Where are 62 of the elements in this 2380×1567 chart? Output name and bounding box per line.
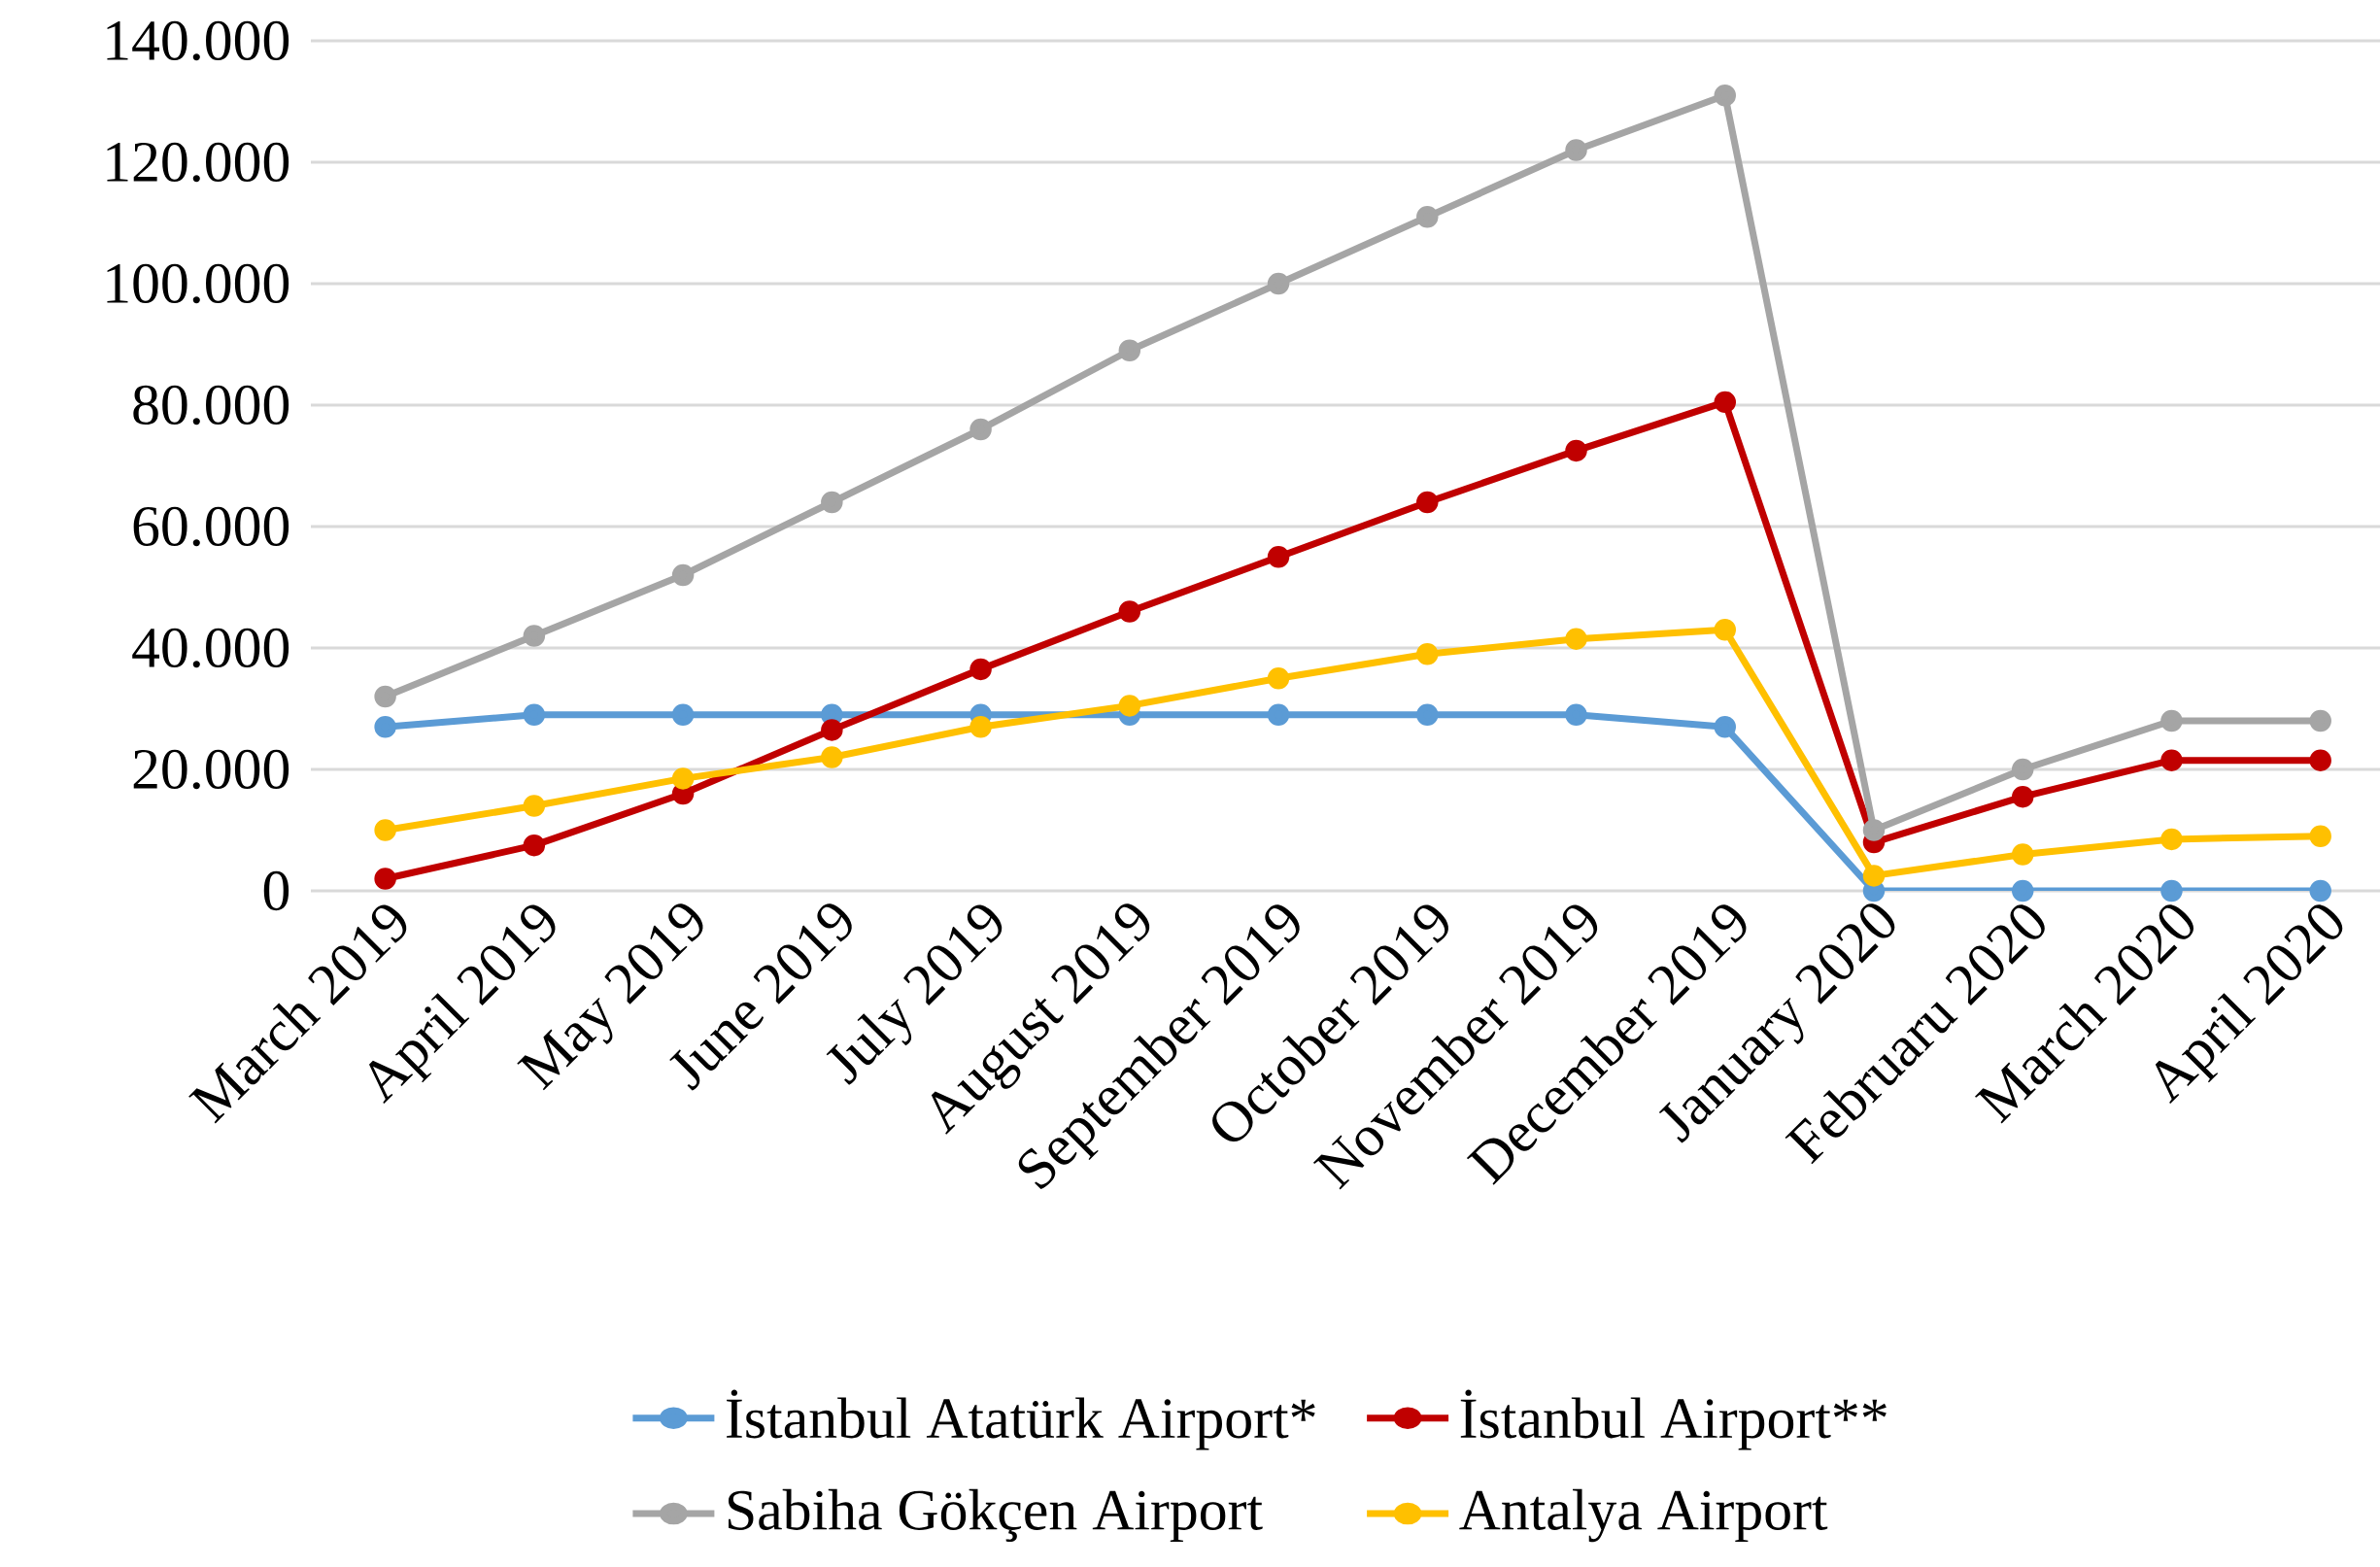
point [1862, 819, 1886, 841]
point [1267, 546, 1290, 568]
point [2309, 825, 2331, 848]
point [374, 819, 396, 841]
point [374, 716, 396, 738]
point [523, 834, 546, 857]
point [1416, 643, 1439, 665]
point [969, 716, 992, 738]
y-tick-label: 0 [263, 870, 289, 911]
point [2309, 749, 2331, 771]
point [523, 703, 546, 727]
y-tick-label: 100.000 [107, 263, 289, 304]
point [2011, 879, 2034, 903]
point [1267, 703, 1290, 727]
point [1565, 439, 1587, 462]
y-tick-label: 120.000 [107, 142, 289, 183]
point [969, 658, 992, 681]
y-tick-label: 140.000 [107, 20, 289, 61]
y-tick-label: 60.000 [133, 506, 289, 547]
point [523, 795, 546, 817]
point [374, 868, 396, 890]
point [1714, 391, 1737, 414]
point [2011, 785, 2034, 808]
point [1118, 600, 1141, 623]
point [2309, 709, 2331, 732]
point [821, 491, 843, 514]
point [1565, 628, 1587, 650]
y-tick-label: 80.000 [133, 385, 289, 426]
point [2160, 879, 2183, 903]
point [2011, 758, 2034, 781]
point [1416, 206, 1439, 228]
point [2309, 879, 2331, 903]
point [1118, 339, 1141, 362]
point [1565, 139, 1587, 161]
point [1267, 667, 1290, 690]
legend-label: İstanbul Airport** [1460, 1389, 1887, 1450]
point [1267, 272, 1290, 295]
point [374, 685, 396, 708]
point [1565, 703, 1587, 727]
point [1416, 703, 1439, 727]
point [1118, 695, 1141, 717]
point [1416, 491, 1439, 514]
point [523, 625, 546, 647]
legend-label: İstanbul Atatürk Airport* [727, 1389, 1315, 1450]
legend-label: Antalya Airport [1459, 1488, 1828, 1543]
point [2160, 709, 2183, 732]
legend-label: Sabiha Gökçen Airport [728, 1488, 1263, 1543]
point [671, 563, 695, 587]
point [671, 703, 695, 727]
point [821, 719, 843, 741]
point [2160, 749, 2183, 771]
point [1862, 865, 1886, 887]
point [2011, 843, 2034, 866]
point [671, 767, 695, 790]
point [1714, 85, 1737, 107]
point [969, 418, 992, 441]
point [1714, 716, 1737, 738]
point [821, 746, 843, 768]
point [1714, 619, 1737, 641]
y-tick-label: 20.000 [133, 749, 289, 790]
y-tick-label: 40.000 [132, 628, 289, 668]
point [2160, 828, 2183, 851]
